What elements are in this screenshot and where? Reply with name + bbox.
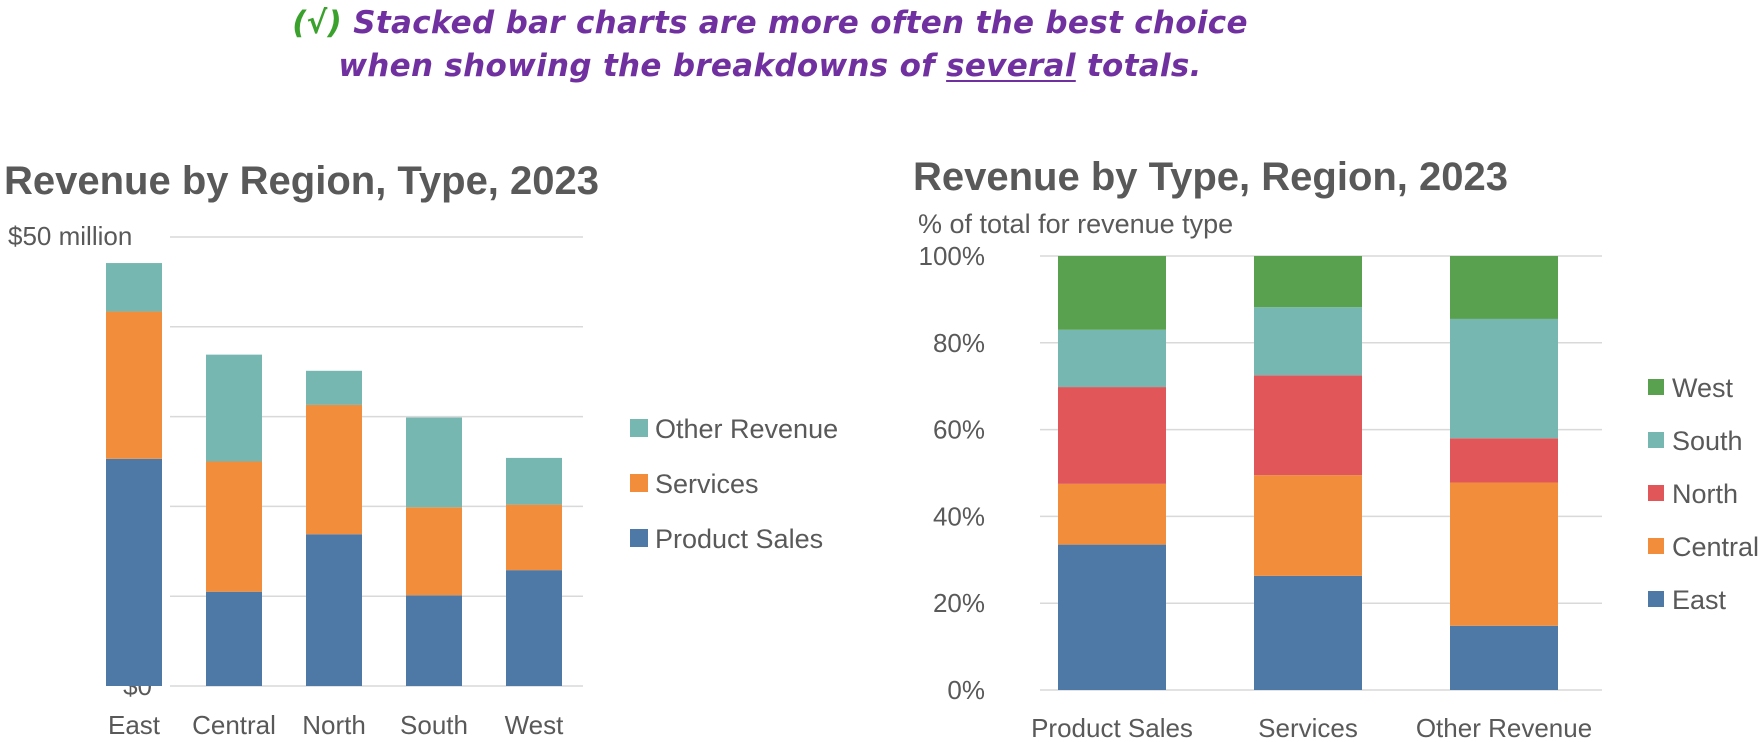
bar-product-sales-south bbox=[406, 595, 462, 686]
headline-line-2-before: when showing the breakdowns of bbox=[338, 48, 936, 84]
x-tick-label: Other Revenue bbox=[1416, 713, 1592, 742]
bar-west-services bbox=[1254, 256, 1362, 308]
bar-west-other-revenue bbox=[1450, 256, 1558, 319]
headline-line-1: (√) Stacked bar charts are more often th… bbox=[0, 2, 1540, 45]
chart-title: Revenue by Type, Region, 2023 bbox=[913, 155, 1508, 199]
x-tick-label: North bbox=[302, 710, 366, 740]
x-tick-label: Product Sales bbox=[1031, 713, 1193, 742]
headline: (√) Stacked bar charts are more often th… bbox=[0, 2, 1540, 88]
bar-other-revenue-west bbox=[506, 457, 562, 505]
chart-revenue-by-region: Revenue by Region, Type, 2023$0$10$20$30… bbox=[4, 159, 838, 740]
legend-label-east: East bbox=[1672, 585, 1727, 615]
bar-product-sales-east bbox=[106, 458, 162, 686]
bar-south-product-sales bbox=[1058, 329, 1166, 388]
legend-label-other-revenue: Other Revenue bbox=[655, 414, 838, 444]
bar-services-south bbox=[406, 507, 462, 596]
y-tick-label: 20% bbox=[933, 588, 985, 618]
bar-other-revenue-central bbox=[206, 354, 262, 462]
x-tick-label: Central bbox=[192, 710, 276, 740]
bar-services-east bbox=[106, 311, 162, 459]
chart-title: Revenue by Region, Type, 2023 bbox=[4, 159, 599, 203]
headline-emphasis: several bbox=[946, 48, 1076, 84]
legend-swatch-south bbox=[1648, 432, 1664, 448]
bar-other-revenue-north bbox=[306, 370, 362, 405]
bar-south-services bbox=[1254, 307, 1362, 376]
x-tick-label: South bbox=[400, 710, 468, 740]
bar-product-sales-west bbox=[506, 570, 562, 686]
legend-swatch-west bbox=[1648, 379, 1664, 395]
bar-east-product-sales bbox=[1058, 544, 1166, 690]
legend-swatch-north bbox=[1648, 485, 1664, 501]
bar-east-other-revenue bbox=[1450, 625, 1558, 690]
bar-services-central bbox=[206, 461, 262, 592]
legend-label-services: Services bbox=[655, 469, 759, 499]
legend-label-west: West bbox=[1672, 373, 1734, 403]
y-tick-label: 40% bbox=[933, 501, 985, 531]
check-icon: (√) bbox=[292, 5, 343, 41]
legend-label-product-sales: Product Sales bbox=[655, 524, 823, 554]
bar-south-other-revenue bbox=[1450, 318, 1558, 439]
bar-product-sales-north bbox=[306, 534, 362, 686]
headline-line-2: when showing the breakdowns of several t… bbox=[0, 45, 1540, 88]
headline-line-2-after: totals. bbox=[1086, 48, 1202, 84]
legend-swatch-product-sales bbox=[630, 529, 648, 547]
y-tick-label: 0% bbox=[947, 675, 985, 705]
bar-central-product-sales bbox=[1058, 483, 1166, 545]
bar-other-revenue-south bbox=[406, 417, 462, 508]
bar-east-services bbox=[1254, 575, 1362, 690]
legend-swatch-east bbox=[1648, 591, 1664, 607]
bar-other-revenue-east bbox=[106, 263, 162, 312]
legend-swatch-central bbox=[1648, 538, 1664, 554]
chart-revenue-by-type: Revenue by Type, Region, 2023 % of total … bbox=[913, 155, 1759, 742]
bar-services-west bbox=[506, 504, 562, 571]
bar-north-other-revenue bbox=[1450, 438, 1558, 483]
x-tick-label: Services bbox=[1258, 713, 1358, 742]
bar-north-services bbox=[1254, 375, 1362, 476]
y-tick-label: 80% bbox=[933, 328, 985, 358]
headline-line-1-text: Stacked bar charts are more often the be… bbox=[353, 5, 1248, 41]
bar-west-product-sales bbox=[1058, 256, 1166, 330]
legend-swatch-other-revenue bbox=[630, 419, 648, 437]
bar-north-product-sales bbox=[1058, 387, 1166, 484]
bar-central-services bbox=[1254, 475, 1362, 576]
bar-product-sales-central bbox=[206, 591, 262, 686]
bar-central-other-revenue bbox=[1450, 482, 1558, 626]
x-tick-label: East bbox=[108, 710, 161, 740]
y-tick-label: $50 million bbox=[8, 221, 132, 251]
legend-label-north: North bbox=[1672, 479, 1738, 509]
legend-label-south: South bbox=[1672, 426, 1743, 456]
legend-swatch-services bbox=[630, 474, 648, 492]
y-tick-label: 100% bbox=[919, 241, 986, 271]
chart-subtitle: % of total for revenue type bbox=[918, 209, 1233, 239]
bar-services-north bbox=[306, 404, 362, 535]
y-tick-label: 60% bbox=[933, 415, 985, 445]
legend-label-central: Central bbox=[1672, 532, 1759, 562]
x-tick-label: West bbox=[505, 710, 565, 740]
